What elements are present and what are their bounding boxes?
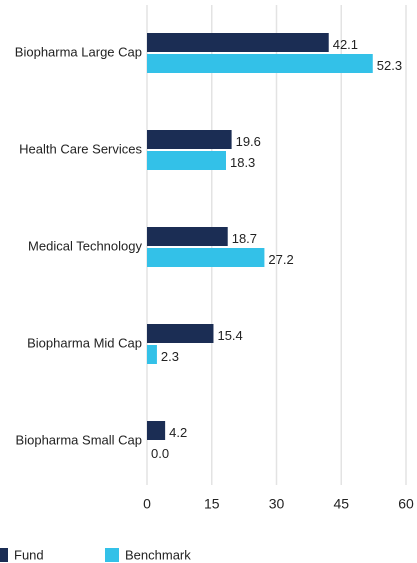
bar: [147, 345, 157, 364]
value-label: 19.6: [236, 134, 261, 149]
category-label: Medical Technology: [28, 238, 142, 253]
legend-label: Fund: [14, 547, 44, 562]
x-tick-label: 15: [204, 496, 220, 512]
bar: [147, 151, 226, 170]
bar: [147, 130, 232, 149]
x-tick-label: 60: [398, 496, 414, 512]
value-label: 0.0: [151, 446, 169, 461]
category-label: Health Care Services: [19, 141, 142, 156]
value-label: 42.1: [333, 37, 358, 52]
legend-swatch: [0, 548, 8, 562]
category-label: Biopharma Large Cap: [15, 44, 142, 59]
value-label: 27.2: [268, 252, 293, 267]
bar: [147, 33, 329, 52]
x-tick-label: 45: [333, 496, 349, 512]
value-label: 4.2: [169, 425, 187, 440]
value-label: 18.7: [232, 231, 257, 246]
x-tick-label: 0: [143, 496, 151, 512]
legend-label: Benchmark: [125, 547, 191, 562]
x-tick-label: 30: [269, 496, 285, 512]
value-label: 18.3: [230, 155, 255, 170]
value-label: 52.3: [377, 58, 402, 73]
bar: [147, 54, 373, 73]
legend-swatch: [105, 548, 119, 562]
category-label: Biopharma Mid Cap: [27, 335, 142, 350]
bar: [147, 227, 228, 246]
value-label: 15.4: [217, 328, 242, 343]
bar: [147, 248, 265, 267]
category-label: Biopharma Small Cap: [16, 432, 142, 447]
bar: [147, 324, 214, 343]
bar: [147, 421, 166, 440]
value-label: 2.3: [161, 349, 179, 364]
